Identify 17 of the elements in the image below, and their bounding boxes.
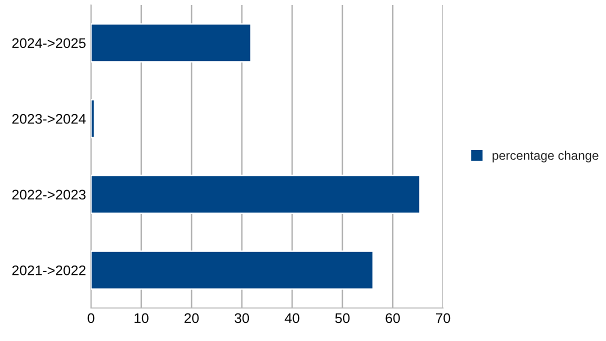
y-tick-label: 2021->2022 (12, 265, 86, 276)
x-tick-label: 50 (335, 313, 350, 324)
bar (91, 98, 96, 138)
bar (91, 250, 374, 290)
x-tick-label: 70 (436, 313, 450, 324)
bar (91, 23, 252, 63)
y-tick-label: 2022->2023 (12, 190, 86, 200)
bar (91, 174, 421, 214)
x-tick-label: 0 (88, 313, 94, 324)
x-tick-label: 10 (134, 313, 148, 324)
x-tick-label: 60 (386, 313, 400, 324)
x-tick-label: 30 (234, 313, 250, 324)
x-tick-label: 20 (184, 313, 199, 324)
legend-label: percentage change (492, 150, 598, 162)
x-tick-label: 40 (284, 313, 300, 324)
y-tick-label: 2024->2025 (12, 38, 86, 48)
y-tick-label: 2023->2024 (12, 114, 86, 124)
